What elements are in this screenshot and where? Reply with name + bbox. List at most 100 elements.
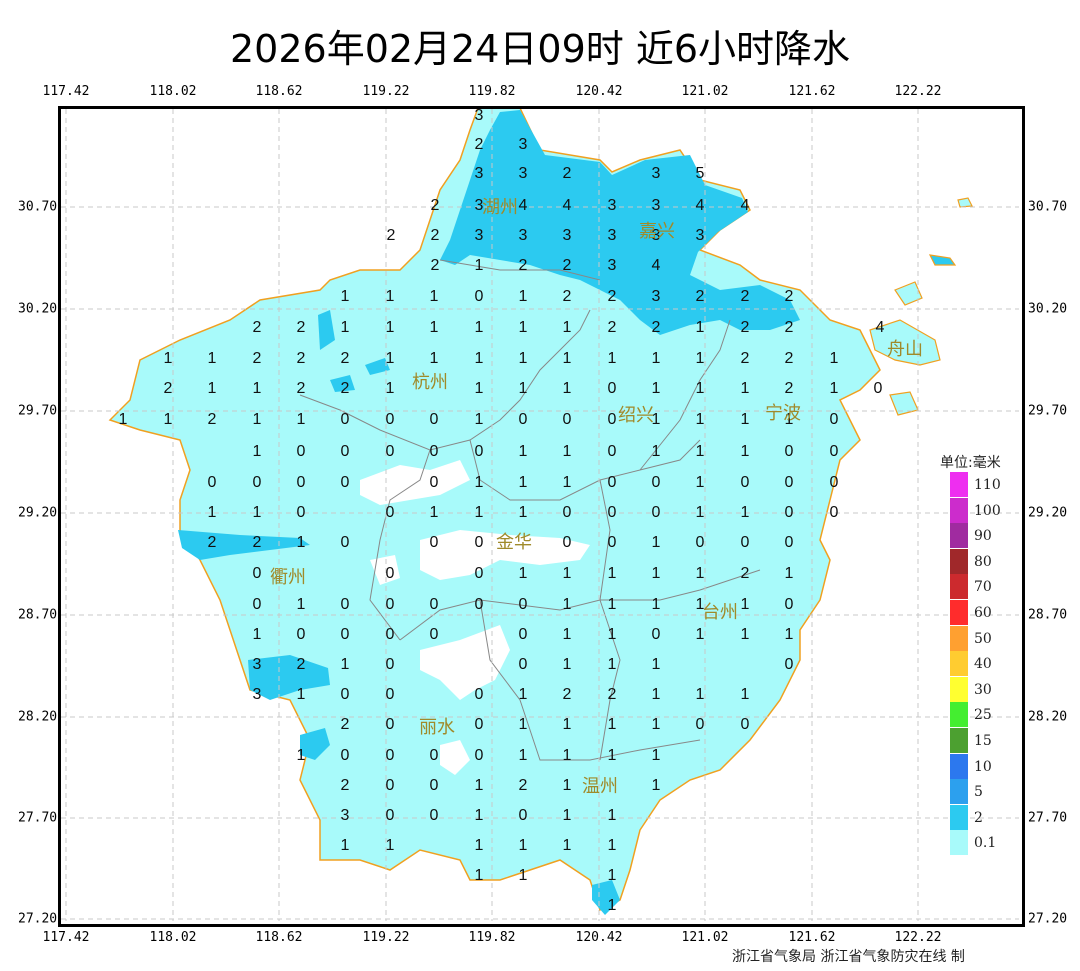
- station-value: 1: [785, 626, 794, 643]
- station-value: 1: [652, 534, 661, 551]
- y-tick-right: 29.70: [1028, 403, 1068, 419]
- station-value: 0: [386, 443, 395, 460]
- legend-label: 50: [974, 630, 992, 647]
- station-value: 1: [297, 411, 306, 428]
- station-value: 3: [475, 165, 484, 182]
- station-value: 0: [430, 807, 439, 824]
- legend-label: 110: [974, 477, 1001, 493]
- station-value: 0: [608, 534, 617, 551]
- station-value: 3: [475, 197, 484, 214]
- station-value: 1: [341, 288, 350, 305]
- station-value: 1: [475, 474, 484, 491]
- station-value: 1: [253, 443, 262, 460]
- station-value: 2: [652, 319, 661, 336]
- station-value: 1: [430, 319, 439, 336]
- station-value: 0: [430, 596, 439, 613]
- station-value: 4: [563, 197, 572, 214]
- station-value: 3: [652, 197, 661, 214]
- station-value: 2: [253, 534, 262, 551]
- station-value: 1: [519, 474, 528, 491]
- station-value: 1: [563, 656, 572, 673]
- station-value: 3: [253, 686, 262, 703]
- station-value: 0: [475, 686, 484, 703]
- station-value: 0: [386, 747, 395, 764]
- station-value: 0: [608, 411, 617, 428]
- station-value: 0: [741, 474, 750, 491]
- legend-swatch: [950, 600, 968, 625]
- station-value: 1: [208, 504, 217, 521]
- station-value: 1: [563, 319, 572, 336]
- station-value: 1: [386, 350, 395, 367]
- station-value: 3: [608, 197, 617, 214]
- station-value: 0: [430, 777, 439, 794]
- station-value: 1: [430, 288, 439, 305]
- map-title: 2026年02月24日09时 近6小时降水: [229, 27, 851, 71]
- station-value: 0: [519, 411, 528, 428]
- legend-swatch: [950, 753, 968, 779]
- station-value: 0: [341, 596, 350, 613]
- station-value: 2: [431, 227, 440, 244]
- station-value: 0: [741, 534, 750, 551]
- station-value: 0: [341, 411, 350, 428]
- station-value: 1: [519, 686, 528, 703]
- station-value: 1: [741, 686, 750, 703]
- station-value: 0: [519, 596, 528, 613]
- station-value: 0: [430, 534, 439, 551]
- station-value: 2: [785, 319, 794, 336]
- station-value: 2: [387, 227, 396, 244]
- station-value: 1: [297, 747, 306, 764]
- station-value: 0: [830, 504, 839, 521]
- station-value: 2: [341, 380, 350, 397]
- station-value: 1: [253, 626, 262, 643]
- station-value: 0: [341, 474, 350, 491]
- x-tick-bottom: 118.62: [255, 930, 303, 945]
- y-tick-left: 30.70: [18, 199, 58, 215]
- city-label: 舟山: [887, 339, 923, 360]
- city-label: 宁波: [765, 403, 801, 424]
- station-value: 0: [386, 656, 395, 673]
- precip-2mm-west: [178, 530, 310, 560]
- station-value: 2: [519, 257, 528, 274]
- x-tick-top: 118.62: [255, 84, 303, 99]
- station-value: 1: [475, 777, 484, 794]
- station-value: 1: [741, 380, 750, 397]
- station-value: 2: [519, 777, 528, 794]
- legend-label: 0.1: [974, 835, 997, 852]
- station-value: 1: [119, 411, 128, 428]
- station-value: 0: [608, 443, 617, 460]
- station-value: 2: [785, 380, 794, 397]
- station-value: 2: [741, 350, 750, 367]
- station-value: 0: [785, 534, 794, 551]
- x-tick-bottom: 119.82: [468, 930, 516, 945]
- legend-swatch: [950, 651, 968, 677]
- station-value: 2: [341, 350, 350, 367]
- precip-2mm-north: [440, 110, 800, 335]
- station-value: 3: [652, 227, 661, 244]
- y-tick-right: 30.70: [1028, 199, 1068, 215]
- station-value: 0: [386, 686, 395, 703]
- y-tick-left: 30.20: [18, 301, 58, 317]
- station-value: 0: [341, 686, 350, 703]
- station-value: 4: [696, 197, 705, 214]
- station-value: 1: [430, 350, 439, 367]
- station-value: 4: [652, 257, 661, 274]
- station-value: 0: [475, 288, 484, 305]
- station-value: 0: [519, 626, 528, 643]
- station-value: 1: [475, 504, 484, 521]
- y-tick-right: 28.20: [1028, 709, 1068, 725]
- station-value: 0: [297, 474, 306, 491]
- legend-label: 25: [974, 707, 992, 724]
- y-tick-left: 27.20: [18, 911, 58, 927]
- legend-label: 100: [974, 502, 1001, 519]
- station-value: 2: [563, 165, 572, 182]
- station-value: 1: [785, 411, 794, 428]
- legend-swatch: [950, 472, 968, 497]
- station-value: 1: [519, 504, 528, 521]
- station-value: 2: [785, 350, 794, 367]
- station-value: 0: [475, 747, 484, 764]
- station-value: 4: [519, 197, 528, 214]
- station-value: 3: [696, 227, 705, 244]
- x-tick-bottom: 122.22: [894, 930, 942, 945]
- station-value: 5: [696, 165, 705, 182]
